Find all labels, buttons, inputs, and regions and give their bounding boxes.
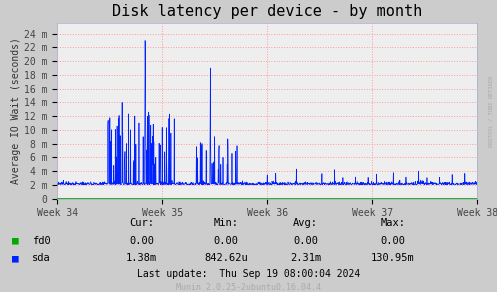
Title: Disk latency per device - by month: Disk latency per device - by month [112,4,422,19]
Text: 0.00: 0.00 [214,236,239,246]
Text: Last update:  Thu Sep 19 08:00:04 2024: Last update: Thu Sep 19 08:00:04 2024 [137,270,360,279]
Text: 0.00: 0.00 [293,236,318,246]
Text: 0.00: 0.00 [129,236,154,246]
Text: fd0: fd0 [32,236,51,246]
Text: sda: sda [32,253,51,263]
Y-axis label: Average IO Wait (seconds): Average IO Wait (seconds) [11,38,21,184]
Text: ■: ■ [12,253,19,263]
Text: Munin 2.0.25-2ubuntu0.16.04.4: Munin 2.0.25-2ubuntu0.16.04.4 [176,283,321,292]
Text: 1.38m: 1.38m [126,253,157,263]
Text: ■: ■ [12,236,19,246]
Text: RRDTOOL / TOBI OETIKER: RRDTOOL / TOBI OETIKER [488,75,493,147]
Text: 0.00: 0.00 [380,236,405,246]
Text: Min:: Min: [214,218,239,228]
Text: Cur:: Cur: [129,218,154,228]
Text: 2.31m: 2.31m [290,253,321,263]
Text: 130.95m: 130.95m [371,253,414,263]
Text: Avg:: Avg: [293,218,318,228]
Text: Max:: Max: [380,218,405,228]
Text: 842.62u: 842.62u [204,253,248,263]
